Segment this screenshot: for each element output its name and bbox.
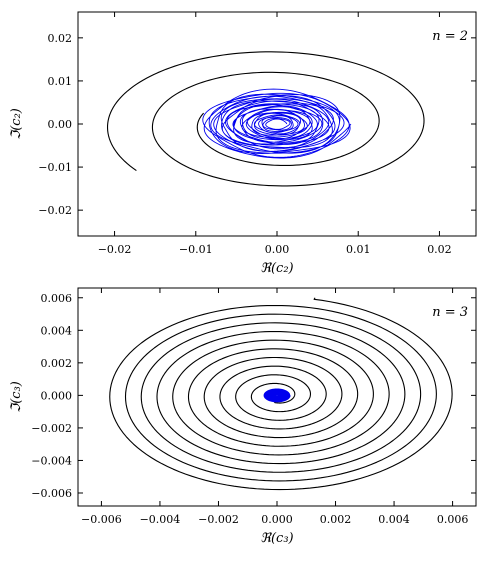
y-tick-label: 0.002	[41, 357, 73, 370]
y-tick-label: 0.00	[48, 118, 73, 131]
y-tick-label: 0.000	[41, 389, 73, 402]
y-tick-label: 0.01	[48, 75, 73, 88]
y-tick-label: −0.004	[31, 454, 72, 467]
y-tick-label: −0.006	[31, 487, 72, 500]
y-tick-label: −0.01	[38, 161, 72, 174]
x-tick-label: 0.004	[378, 513, 410, 526]
x-tick-label: −0.02	[98, 243, 132, 256]
y-tick-label: 0.004	[41, 324, 73, 337]
panel-label: n = 3	[432, 305, 468, 320]
x-tick-label: 0.02	[427, 243, 452, 256]
chart-panel-1: −0.02 −0.01 0.00 0.01 0.02 −0.02 −0.01 0.00 0.01…	[9, 11, 477, 276]
x-tick-label: −0.006	[81, 513, 122, 526]
x-tick-label: 0.01	[346, 243, 371, 256]
series-line-2	[263, 388, 291, 403]
x-tick-label: −0.002	[198, 513, 239, 526]
x-axis-label: ℜ(c₃)	[260, 531, 293, 546]
series-line-2	[202, 88, 352, 159]
x-tick-label: 0.00	[265, 243, 290, 256]
x-tick-label: 0.000	[261, 513, 293, 526]
plot-frame	[77, 11, 477, 237]
x-tick-label: −0.01	[179, 243, 213, 256]
x-tick-label: −0.004	[140, 513, 181, 526]
series-line-1	[106, 51, 425, 187]
x-tick-label: 0.002	[320, 513, 352, 526]
y-tick-label: 0.02	[48, 32, 73, 45]
x-axis-label: ℜ(c₂)	[260, 261, 293, 276]
y-axis-label: ℑ(c₂)	[9, 108, 24, 140]
chart-panel-2: −0.006 −0.004 −0.002 0.000 0.002 0.004 0.006 −0…	[9, 287, 477, 546]
y-tick-label: 0.006	[41, 292, 73, 305]
panel-label: n = 2	[432, 29, 468, 44]
y-axis-label: ℑ(c₃)	[9, 381, 24, 413]
x-tick-label: 0.006	[437, 513, 469, 526]
y-tick-label: −0.02	[38, 204, 72, 217]
y-tick-label: −0.002	[31, 422, 72, 435]
series-line-1	[109, 297, 453, 491]
